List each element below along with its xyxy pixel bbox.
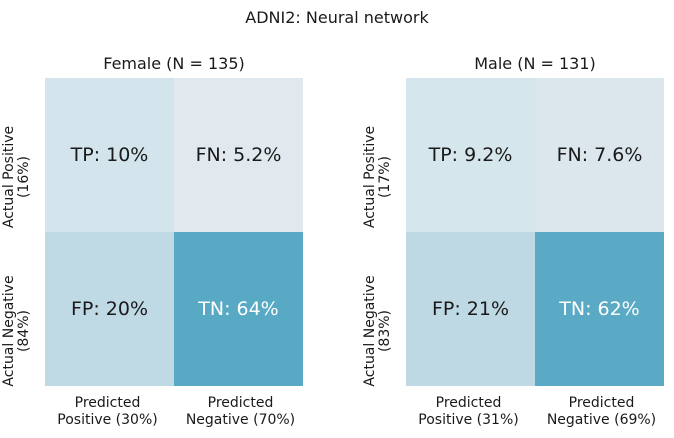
cell-tp-male: TP: 9.2%	[406, 78, 535, 232]
panel-title-male: Male (N = 131)	[474, 54, 596, 73]
row-label-actual-positive-female: Actual Positive (16%)	[1, 125, 32, 229]
col-label-predicted-positive-female: Predicted Positive (30%)	[57, 395, 158, 428]
cell-tn-female: TN: 64%	[174, 232, 303, 386]
col-label-predicted-negative-male: Predicted Negative (69%)	[546, 395, 657, 428]
confusion-matrix-female: Female (N = 135) TP: 10% FN: 5.2% FP: 20…	[0, 52, 303, 438]
row-label-actual-negative-female: Actual Negative (84%)	[1, 275, 32, 387]
confusion-matrix-male: Male (N = 131) TP: 9.2% FN: 7.6% FP: 21%…	[361, 52, 664, 438]
cell-fp-male: FP: 21%	[406, 232, 535, 386]
cell-fn-female: FN: 5.2%	[174, 78, 303, 232]
heatmap-grid-male: TP: 9.2% FN: 7.6% FP: 21% TN: 62%	[406, 78, 664, 386]
row-label-actual-negative-male: Actual Negative (83%)	[362, 275, 393, 387]
figure-title: ADNI2: Neural network	[245, 8, 429, 27]
panel-title-female: Female (N = 135)	[103, 54, 245, 73]
col-label-predicted-positive-male: Predicted Positive (31%)	[418, 395, 519, 428]
heatmap-grid-female: TP: 10% FN: 5.2% FP: 20% TN: 64%	[45, 78, 303, 386]
cell-tn-male: TN: 62%	[535, 232, 664, 386]
row-label-actual-positive-male: Actual Positive (17%)	[362, 125, 393, 229]
cell-fp-female: FP: 20%	[45, 232, 174, 386]
col-label-predicted-negative-female: Predicted Negative (70%)	[185, 395, 296, 428]
cell-tp-female: TP: 10%	[45, 78, 174, 232]
cell-fn-male: FN: 7.6%	[535, 78, 664, 232]
